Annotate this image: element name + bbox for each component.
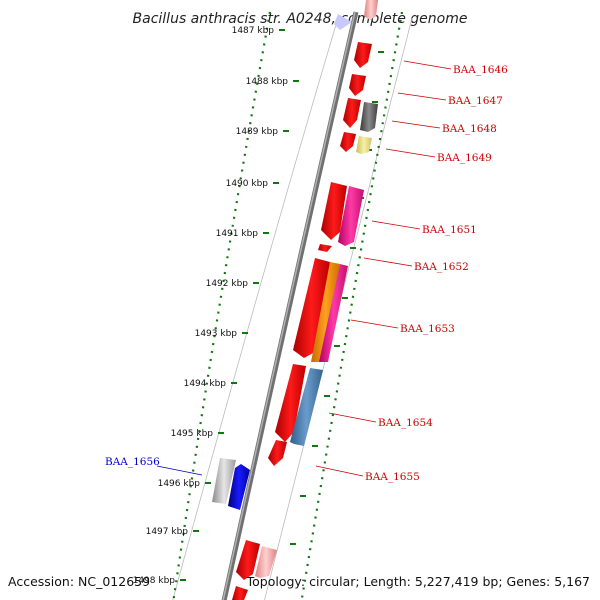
gene-arrow-BAA_1656[interactable] — [228, 464, 250, 510]
gene-arrow-BAA_1655[interactable] — [268, 440, 287, 466]
gene-arrow-BAA_1656-gray[interactable] — [212, 458, 236, 504]
gene-arrow-BAA_1653-a[interactable] — [311, 262, 340, 362]
kbp-tick-label: 1498 kbp — [133, 576, 176, 586]
gene-label-BAA_1647[interactable]: BAA_1647 — [448, 95, 503, 107]
gene-arrow-BAA_1651-a[interactable] — [321, 182, 347, 240]
kbp-tick-label: 1492 kbp — [206, 279, 249, 289]
gene-label-BAA_1651[interactable]: BAA_1651 — [422, 224, 477, 236]
kbp-tick-label: 1497 kbp — [146, 527, 189, 537]
gene-arrow-BAA_1648-a[interactable] — [343, 98, 361, 128]
genome-backbone-highlight — [222, 11, 356, 600]
gene-arrow-small[interactable] — [318, 244, 332, 252]
kbp-tick-label: 1494 kbp — [184, 379, 227, 389]
genome-backbone — [221, 11, 359, 600]
genome-info-text: Topology: circular; Length: 5,227,419 bp… — [246, 574, 590, 589]
kbp-tick-label: 1488 kbp — [246, 77, 289, 87]
gene-label-connector — [391, 120, 441, 129]
gene-arrow-BAA_1649-b[interactable] — [356, 136, 372, 154]
gene-arrow-partial-top[interactable] — [364, 0, 378, 20]
accession-text: Accession: NC_012659 — [8, 574, 150, 589]
gene-label-connector — [371, 220, 421, 230]
gene-arrow-faded[interactable] — [334, 14, 352, 30]
gene-arrow-BAA_1646[interactable] — [354, 42, 372, 68]
gene-label-connector — [403, 60, 452, 70]
kbp-tick-label: 1491 kbp — [216, 229, 259, 239]
gene-label-BAA_1646[interactable]: BAA_1646 — [453, 64, 508, 76]
map-title: Bacillus anthracis str. A0248, complete … — [133, 11, 468, 27]
gene-label-BAA_1654[interactable]: BAA_1654 — [378, 417, 433, 429]
gene-arrow-BAA_1652[interactable] — [293, 258, 330, 358]
gene-label-BAA_1649[interactable]: BAA_1649 — [437, 152, 492, 164]
gene-label-BAA_1648[interactable]: BAA_1648 — [442, 123, 497, 135]
gene-label-connector — [328, 412, 377, 423]
gene-arrow-BAA_1653-b[interactable] — [319, 264, 348, 362]
gene-label-BAA_1652[interactable]: BAA_1652 — [414, 261, 469, 273]
gene-label-connector — [350, 319, 399, 329]
kbp-tick-label: 1495 kbp — [171, 429, 214, 439]
left-tick-track — [172, 11, 272, 600]
ring-inner-edge — [172, 17, 339, 600]
gene-arrow-bottom-a[interactable] — [236, 540, 260, 580]
kbp-tick-label: 1496 kbp — [158, 479, 201, 489]
kbp-tick-label: 1493 kbp — [195, 329, 238, 339]
gene-label-connector — [315, 465, 364, 477]
gene-arrow-bottom-b[interactable] — [255, 546, 277, 578]
gene-arrow-bottom-c[interactable] — [232, 586, 248, 600]
gene-arrow-BAA_1654-b[interactable] — [290, 368, 323, 446]
gene-label-connector — [385, 148, 436, 158]
kbp-tick-label: 1487 kbp — [232, 26, 275, 36]
gene-label-connector — [363, 257, 413, 267]
gene-label-connector — [156, 465, 203, 476]
gene-label-BAA_1653[interactable]: BAA_1653 — [400, 323, 455, 335]
gene-arrow-BAA_1647[interactable] — [349, 74, 366, 96]
kbp-tick-label: 1490 kbp — [226, 179, 269, 189]
gene-arrow-BAA_1649-a[interactable] — [340, 132, 356, 152]
right-tick-track — [300, 11, 404, 600]
gene-arrow-BAA_1654-a[interactable] — [275, 364, 306, 442]
gene-labels: BAA_1646 BAA_1647 BAA_1648 BAA_1649 BAA_1651… — [105, 60, 508, 483]
kbp-tick-label: 1489 kbp — [236, 127, 279, 137]
gene-arrow-BAA_1648-b[interactable] — [360, 102, 378, 132]
gene-label-connector — [397, 92, 447, 101]
gene-label-BAA_1656[interactable]: BAA_1656 — [105, 456, 160, 468]
gene-features — [212, 0, 378, 600]
gene-label-BAA_1655[interactable]: BAA_1655 — [365, 471, 420, 483]
gene-arrow-BAA_1651-b[interactable] — [338, 186, 364, 246]
